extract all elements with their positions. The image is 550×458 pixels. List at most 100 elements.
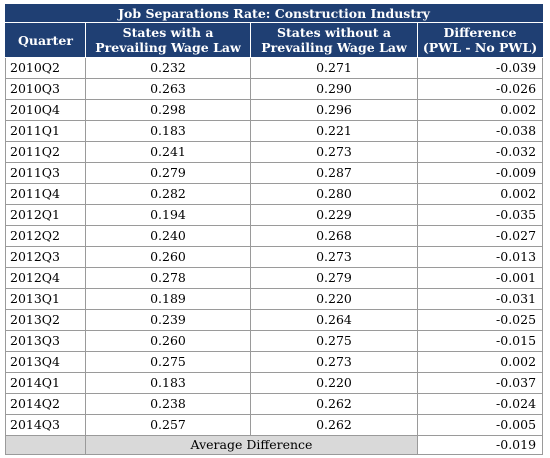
pwl-cell: 0.279 xyxy=(85,162,251,184)
pwl-cell: 0.260 xyxy=(85,246,251,268)
difference-cell: -0.032 xyxy=(416,141,544,163)
difference-cell: -0.015 xyxy=(416,330,544,352)
no-pwl-cell: 0.271 xyxy=(250,57,418,79)
no-pwl-cell: 0.273 xyxy=(250,141,418,163)
header-difference-line1: Difference xyxy=(443,25,517,40)
job-separations-table: Job Separations Rate: Construction Indus… xyxy=(4,4,544,455)
pwl-cell: 0.275 xyxy=(85,351,251,373)
difference-cell: -0.025 xyxy=(416,309,544,331)
difference-cell: -0.037 xyxy=(416,372,544,394)
header-difference: Difference (PWL - No PWL) xyxy=(416,22,544,58)
quarter-cell: 2013Q1 xyxy=(5,288,86,310)
difference-cell: 0.002 xyxy=(416,351,544,373)
difference-cell: -0.005 xyxy=(416,414,544,436)
difference-cell: -0.035 xyxy=(416,204,544,226)
no-pwl-cell: 0.273 xyxy=(250,351,418,373)
average-difference-value: -0.019 xyxy=(416,435,544,455)
difference-cell: 0.002 xyxy=(416,99,544,121)
pwl-cell: 0.189 xyxy=(85,288,251,310)
quarter-cell: 2010Q4 xyxy=(5,99,86,121)
quarter-cell: 2010Q2 xyxy=(5,57,86,79)
table-row: 2010Q2 0.232 0.271 -0.039 xyxy=(5,57,544,79)
pwl-cell: 0.194 xyxy=(85,204,251,226)
header-pwl: States with a Prevailing Wage Law xyxy=(85,22,251,58)
difference-cell: -0.024 xyxy=(416,393,544,415)
pwl-cell: 0.239 xyxy=(85,309,251,331)
table-row: 2011Q1 0.183 0.221 -0.038 xyxy=(5,120,544,142)
table-row: 2011Q4 0.282 0.280 0.002 xyxy=(5,183,544,205)
no-pwl-cell: 0.280 xyxy=(250,183,418,205)
quarter-cell: 2013Q4 xyxy=(5,351,86,373)
difference-cell: 0.002 xyxy=(416,183,544,205)
quarter-cell: 2014Q3 xyxy=(5,414,86,436)
header-no-pwl-line1: States without a xyxy=(276,25,392,40)
quarter-cell: 2012Q1 xyxy=(5,204,86,226)
quarter-cell: 2013Q3 xyxy=(5,330,86,352)
pwl-cell: 0.183 xyxy=(85,120,251,142)
header-pwl-line1: States with a xyxy=(122,25,214,40)
no-pwl-cell: 0.268 xyxy=(250,225,418,247)
table-row: 2012Q3 0.260 0.273 -0.013 xyxy=(5,246,544,268)
table-row: 2012Q1 0.194 0.229 -0.035 xyxy=(5,204,544,226)
pwl-cell: 0.263 xyxy=(85,78,251,100)
header-pwl-line2: Prevailing Wage Law xyxy=(95,40,241,55)
average-row-blank-cell xyxy=(5,435,86,455)
table-title: Job Separations Rate: Construction Indus… xyxy=(4,4,544,23)
job-separations-table-container: Job Separations Rate: Construction Indus… xyxy=(4,4,544,455)
quarter-cell: 2014Q1 xyxy=(5,372,86,394)
quarter-cell: 2011Q4 xyxy=(5,183,86,205)
average-difference-label: Average Difference xyxy=(85,435,418,455)
table-row: 2013Q2 0.239 0.264 -0.025 xyxy=(5,309,544,331)
table-row: 2011Q3 0.279 0.287 -0.009 xyxy=(5,162,544,184)
quarter-cell: 2013Q2 xyxy=(5,309,86,331)
no-pwl-cell: 0.290 xyxy=(250,78,418,100)
difference-cell: -0.027 xyxy=(416,225,544,247)
difference-cell: -0.038 xyxy=(416,120,544,142)
pwl-cell: 0.241 xyxy=(85,141,251,163)
table-row: 2011Q2 0.241 0.273 -0.032 xyxy=(5,141,544,163)
pwl-cell: 0.282 xyxy=(85,183,251,205)
difference-cell: -0.009 xyxy=(416,162,544,184)
quarter-cell: 2011Q2 xyxy=(5,141,86,163)
table-row: 2010Q3 0.263 0.290 -0.026 xyxy=(5,78,544,100)
difference-cell: -0.001 xyxy=(416,267,544,289)
no-pwl-cell: 0.273 xyxy=(250,246,418,268)
quarter-cell: 2010Q3 xyxy=(5,78,86,100)
pwl-cell: 0.260 xyxy=(85,330,251,352)
no-pwl-cell: 0.220 xyxy=(250,372,418,394)
difference-cell: -0.031 xyxy=(416,288,544,310)
no-pwl-cell: 0.220 xyxy=(250,288,418,310)
table-row: 2013Q1 0.189 0.220 -0.031 xyxy=(5,288,544,310)
quarter-cell: 2012Q2 xyxy=(5,225,86,247)
average-row: Average Difference -0.019 xyxy=(5,435,544,455)
table-row: 2012Q2 0.240 0.268 -0.027 xyxy=(5,225,544,247)
pwl-cell: 0.240 xyxy=(85,225,251,247)
no-pwl-cell: 0.287 xyxy=(250,162,418,184)
no-pwl-cell: 0.262 xyxy=(250,393,418,415)
quarter-cell: 2012Q4 xyxy=(5,267,86,289)
difference-cell: -0.026 xyxy=(416,78,544,100)
header-no-pwl: States without a Prevailing Wage Law xyxy=(250,22,418,58)
no-pwl-cell: 0.221 xyxy=(250,120,418,142)
pwl-cell: 0.238 xyxy=(85,393,251,415)
quarter-cell: 2014Q2 xyxy=(5,393,86,415)
table-row: 2012Q4 0.278 0.279 -0.001 xyxy=(5,267,544,289)
no-pwl-cell: 0.279 xyxy=(250,267,418,289)
no-pwl-cell: 0.275 xyxy=(250,330,418,352)
table-row: 2014Q1 0.183 0.220 -0.037 xyxy=(5,372,544,394)
quarter-cell: 2011Q3 xyxy=(5,162,86,184)
pwl-cell: 0.278 xyxy=(85,267,251,289)
quarter-cell: 2012Q3 xyxy=(5,246,86,268)
header-quarter: Quarter xyxy=(5,22,86,58)
pwl-cell: 0.232 xyxy=(85,57,251,79)
no-pwl-cell: 0.296 xyxy=(250,99,418,121)
table-row: 2013Q4 0.275 0.273 0.002 xyxy=(5,351,544,373)
header-quarter-label: Quarter xyxy=(18,32,73,48)
header-no-pwl-line2: Prevailing Wage Law xyxy=(261,40,407,55)
pwl-cell: 0.257 xyxy=(85,414,251,436)
pwl-cell: 0.298 xyxy=(85,99,251,121)
no-pwl-cell: 0.262 xyxy=(250,414,418,436)
header-difference-line2: (PWL - No PWL) xyxy=(422,40,538,55)
table-row: 2014Q3 0.257 0.262 -0.005 xyxy=(5,414,544,436)
no-pwl-cell: 0.229 xyxy=(250,204,418,226)
